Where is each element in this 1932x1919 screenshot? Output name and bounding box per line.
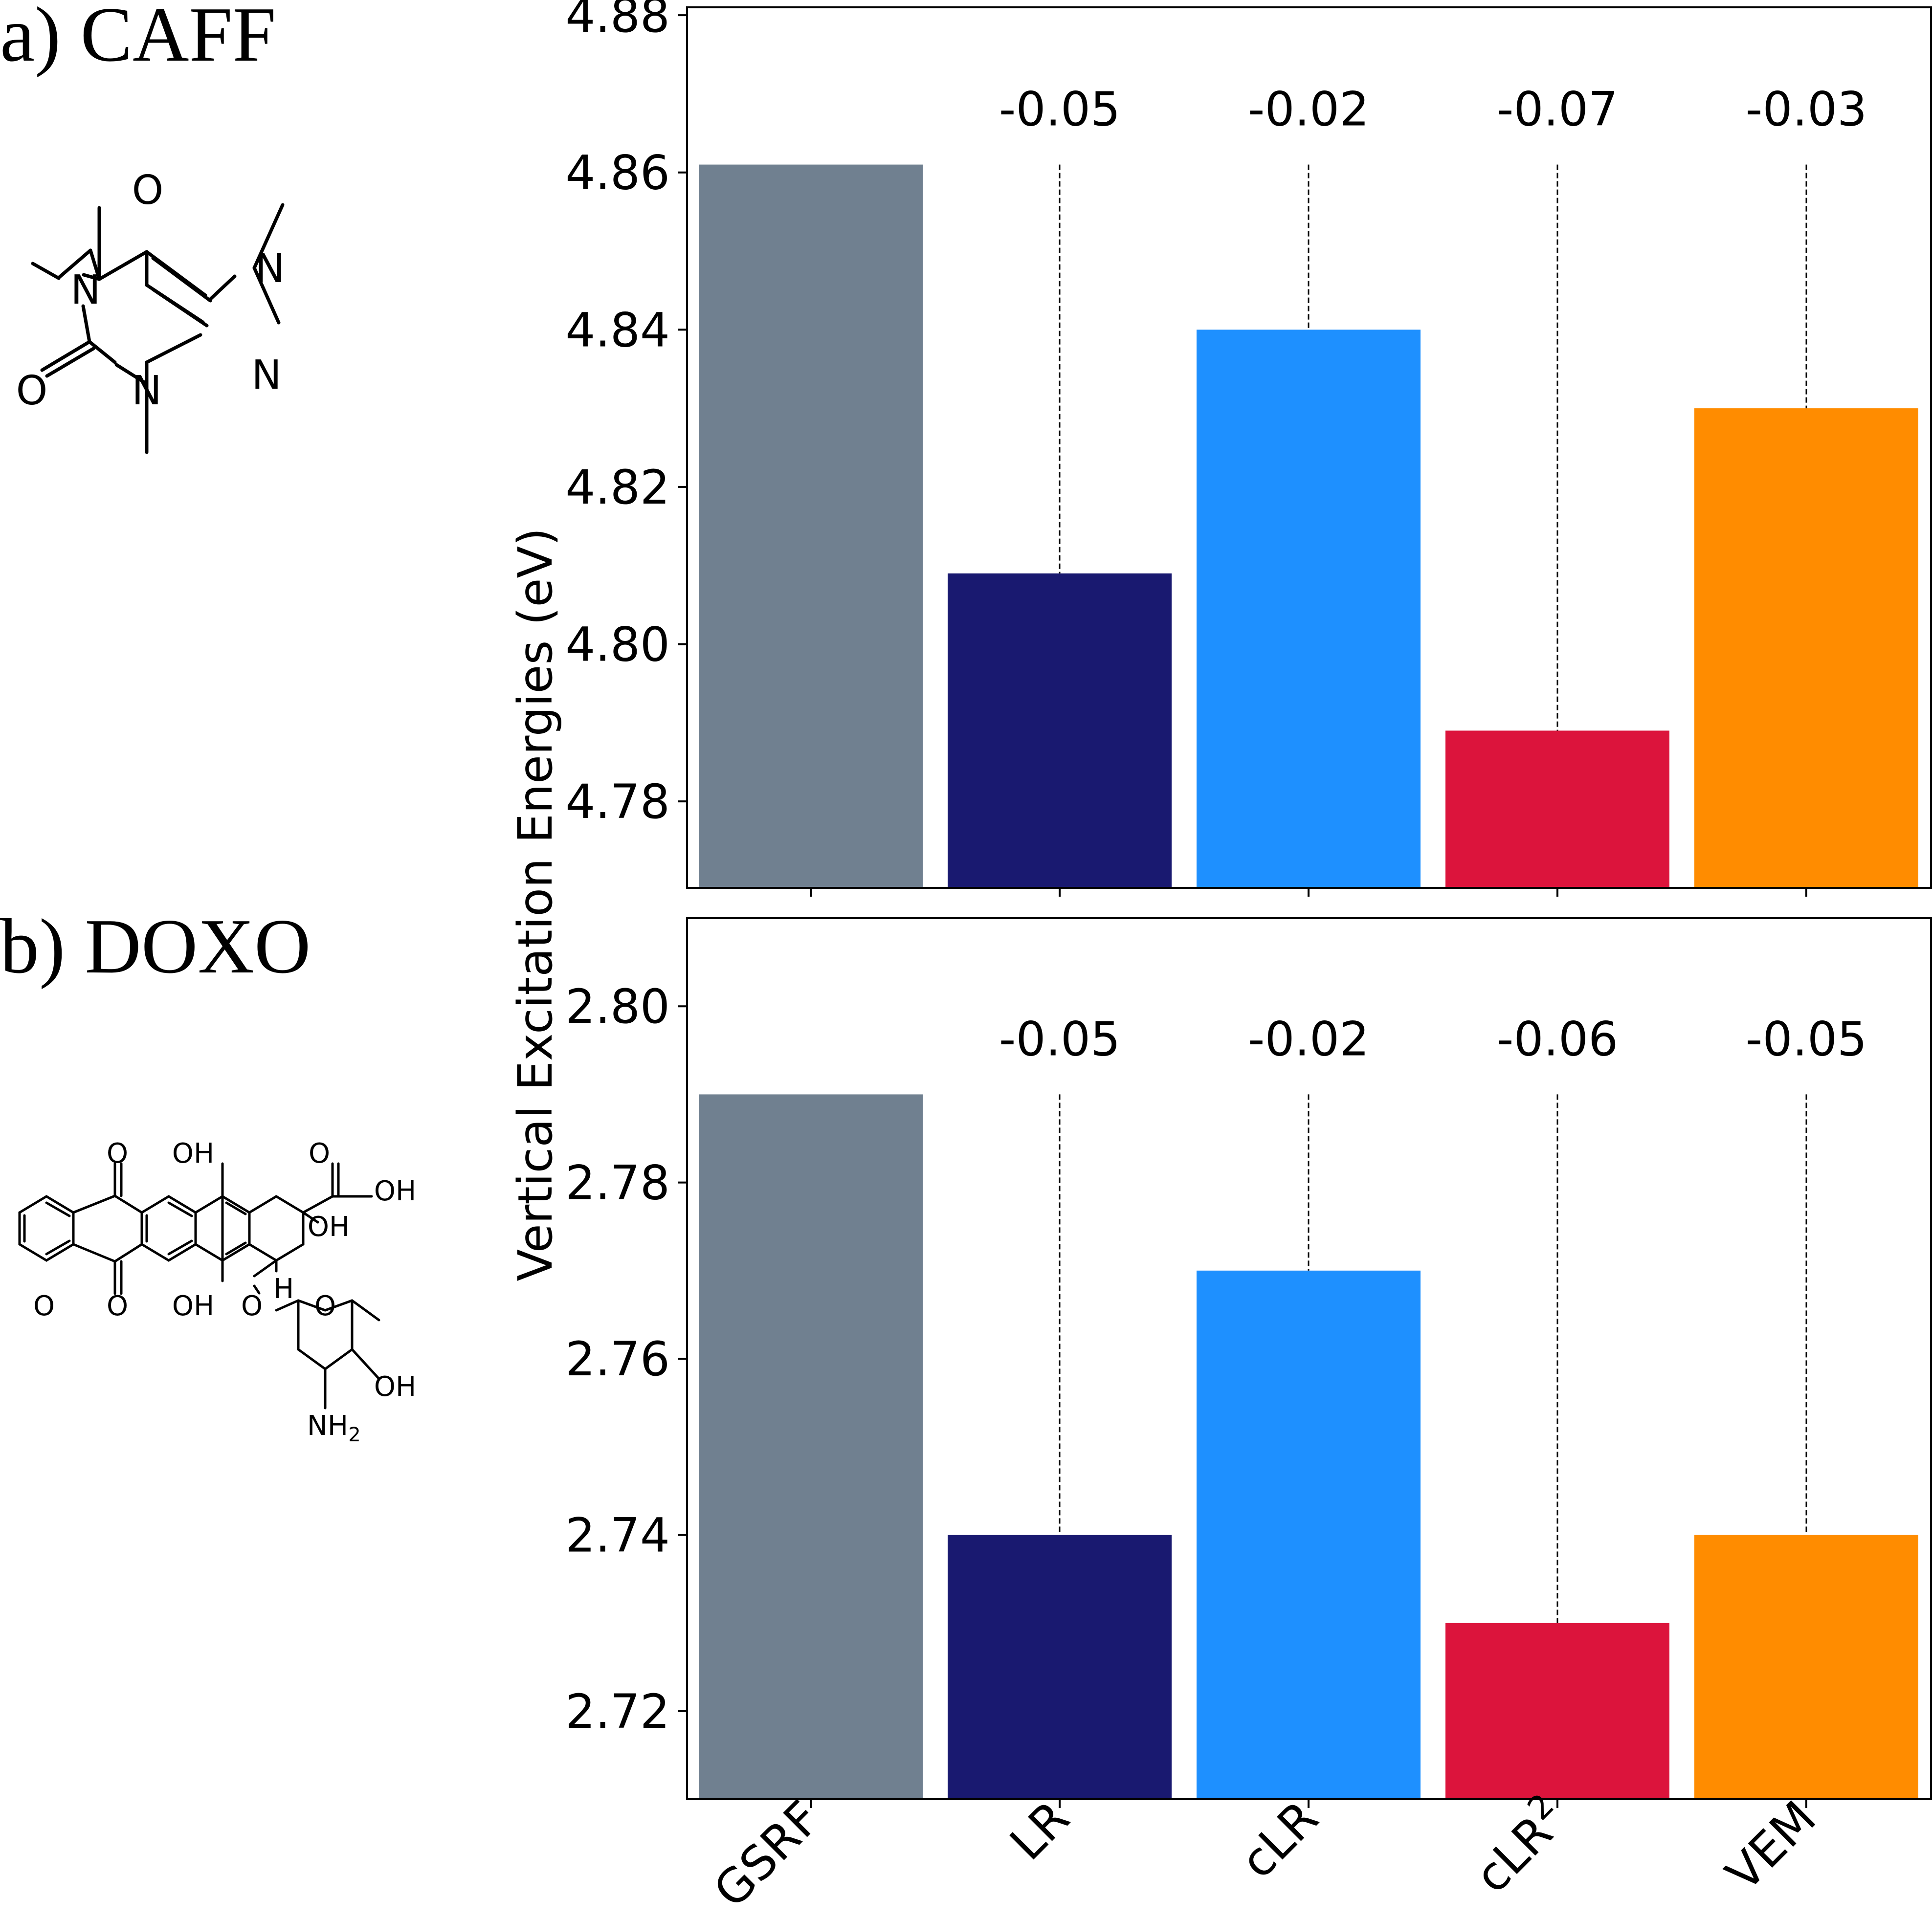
doxo-atom-h: H: [273, 1273, 294, 1305]
x-tick-label-vem: VEM: [1715, 1790, 1826, 1901]
y-axis-label: Vertical Excitation Energies (eV): [508, 528, 563, 1281]
y-tick-label: 4.80: [565, 618, 670, 672]
x-tick-label-clr2: cLR2: [1461, 1787, 1578, 1904]
panel-label-caff: a) CAFF: [0, 0, 276, 78]
y-tick-label: 4.84: [565, 303, 670, 357]
doxo-atom-o-5: O: [241, 1290, 263, 1322]
delta-label-clr-1: -0.02: [1248, 1012, 1369, 1066]
delta-label-vem-1: -0.05: [1746, 1012, 1867, 1066]
bar-gsrf-1: [699, 1094, 923, 1799]
panel-label-doxo: b) DOXO: [0, 903, 311, 990]
delta-label-lr-1: -0.05: [999, 1012, 1120, 1066]
doxo-atom-nh: NH: [307, 1410, 348, 1442]
bar-gsrf-0: [699, 164, 923, 888]
doxo-atom-oh-1: OH: [172, 1138, 214, 1169]
bar-clr2-0: [1445, 730, 1669, 888]
delta-label-clr2-0: -0.07: [1497, 82, 1618, 137]
x-tick-label-lr: LR: [999, 1790, 1080, 1871]
caffeine-structure: [31, 203, 285, 454]
doxo-atom-o-3: O: [33, 1290, 55, 1322]
doxorubicin-atom-labels: O OH O OH OH O O OH OH H O O OH NH 2: [33, 1138, 416, 1446]
delta-label-clr-0: -0.02: [1248, 82, 1369, 137]
y-tick-label: 2.76: [565, 1332, 670, 1387]
doxorubicin-structure: [18, 1162, 380, 1410]
caff-atom-n-left: N: [70, 267, 100, 313]
doxo-atom-oh-2: OH: [374, 1175, 416, 1207]
delta-label-vem-0: -0.03: [1746, 82, 1867, 137]
x-tick-label-clr: cLR: [1230, 1790, 1329, 1889]
x-tick-label-gsrf: GSRF: [703, 1790, 831, 1918]
chart-panel-caff: -0.05 -0.02 -0.07 -0.03 4.78 4.80 4.82 4.84 4.86…: [565, 0, 1932, 897]
doxo-atom-o-4: O: [107, 1290, 128, 1322]
bar-vem-0: [1694, 408, 1918, 888]
doxo-atom-o-2: O: [309, 1138, 330, 1169]
plot-frame: [686, 6, 1932, 889]
y-tick-label: 2.78: [565, 1156, 670, 1211]
caff-atom-o-top: O: [132, 167, 164, 214]
caff-atom-n-right: N: [251, 352, 281, 398]
bar-vem-1: [1694, 1535, 1918, 1799]
y-tick-label: 2.74: [565, 1508, 670, 1563]
bar-clr2-1: [1445, 1623, 1669, 1799]
doxo-atom-nh-subscript: 2: [348, 1424, 360, 1446]
delta-label-lr-0: -0.05: [999, 82, 1120, 137]
bar-clr-1: [1197, 1270, 1421, 1799]
doxo-atom-o-1: O: [107, 1138, 128, 1169]
delta-label-clr2-1: -0.06: [1497, 1012, 1618, 1066]
caff-atom-o-left: O: [16, 368, 48, 414]
y-tick-label: 2.72: [565, 1684, 670, 1739]
y-tick-label: 4.78: [565, 774, 670, 829]
doxo-atom-o-6: O: [314, 1290, 336, 1322]
caffeine-atom-labels: O N N N N O: [16, 167, 285, 414]
doxo-atom-oh-5: OH: [374, 1371, 416, 1403]
x-axis-tick-labels: GSRF LR cLR cLR2 VEM: [703, 1787, 1826, 1919]
bar-lr-0: [948, 573, 1172, 888]
bar-lr-1: [948, 1535, 1172, 1799]
chart-panel-doxo: -0.05 -0.02 -0.06 -0.05 2.72 2.74 2.76 2.78 2.80: [565, 917, 1932, 1808]
y-tick-label: 2.80: [565, 979, 670, 1034]
y-tick-label: 4.82: [565, 460, 670, 515]
doxo-atom-oh-3: OH: [308, 1211, 350, 1243]
caff-atom-n-bottom: N: [132, 368, 161, 414]
y-tick-label: 4.86: [565, 146, 670, 200]
y-tick-label: 4.88: [565, 0, 670, 43]
doxo-atom-oh-4: OH: [172, 1290, 214, 1322]
caff-atom-n-top-right: N: [255, 245, 285, 292]
bar-clr-0: [1197, 330, 1421, 888]
